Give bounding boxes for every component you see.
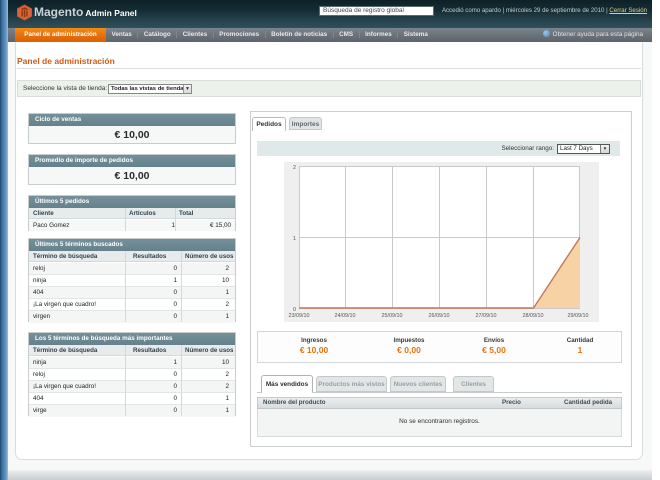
- svg-text:29/09/10: 29/09/10: [568, 313, 589, 319]
- svg-text:1: 1: [293, 236, 296, 242]
- svg-text:0: 0: [293, 307, 296, 313]
- svg-text:23/09/10: 23/09/10: [289, 313, 310, 319]
- svg-text:2: 2: [293, 165, 296, 171]
- svg-text:26/09/10: 26/09/10: [429, 313, 450, 319]
- svg-text:25/09/10: 25/09/10: [382, 313, 403, 319]
- svg-text:28/09/10: 28/09/10: [523, 313, 544, 319]
- svg-text:24/09/10: 24/09/10: [335, 313, 356, 319]
- svg-text:27/09/10: 27/09/10: [476, 313, 497, 319]
